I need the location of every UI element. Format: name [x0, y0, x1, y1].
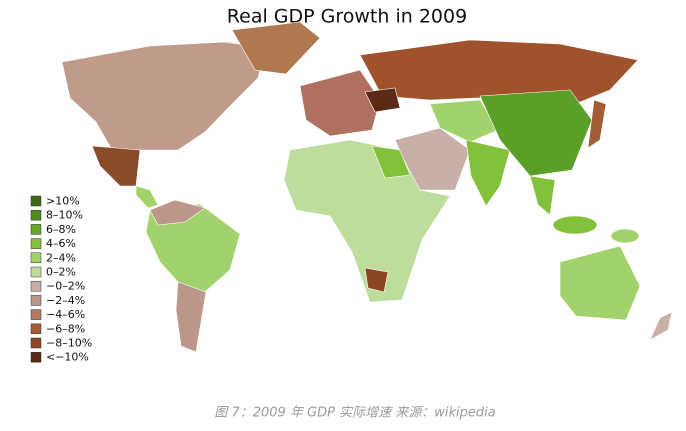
mexico — [91, 145, 141, 187]
central-asia — [429, 99, 499, 143]
venezuela-colombia — [149, 199, 206, 226]
legend-swatch — [30, 351, 42, 363]
legend-swatch — [30, 238, 42, 249]
legend: >10%8–10%6–8%4–6%2–4% 0–2%−0–2%−2–4%−4–6%… — [30, 195, 92, 364]
legend-label: >10% — [46, 195, 80, 208]
legend-label: −2–4% — [46, 294, 85, 307]
egypt-sudan — [371, 145, 411, 179]
china — [479, 89, 593, 177]
legend-label: −6–8% — [46, 322, 85, 335]
legend-swatch — [30, 224, 42, 235]
southeast-asia — [529, 175, 556, 216]
north-america — [61, 41, 266, 151]
legend-label: 6–8% — [46, 223, 76, 236]
legend-label: −0–2% — [46, 280, 85, 293]
legend-label: 4–6% — [46, 237, 76, 250]
legend-swatch — [30, 337, 42, 349]
legend-label: −8–10% — [46, 337, 92, 350]
legend-swatch — [30, 323, 42, 335]
papua — [610, 228, 640, 244]
countries — [61, 21, 673, 353]
legend-label: 8–10% — [46, 209, 83, 222]
indonesia — [552, 215, 598, 235]
legend-swatch — [30, 252, 42, 264]
botswana — [364, 267, 389, 293]
australia — [559, 245, 641, 321]
russia — [359, 39, 639, 103]
map-title: Real GDP Growth in 2009 — [227, 6, 467, 28]
new-zealand — [649, 311, 673, 341]
europe — [299, 69, 381, 137]
japan — [587, 99, 607, 149]
ukraine — [364, 87, 401, 113]
legend-swatch — [30, 280, 42, 292]
caption: 图 7：2009 年 GDP 实际增速 来源：wikipedia — [214, 405, 495, 421]
legend-swatch — [30, 309, 42, 320]
legend-swatch — [30, 195, 42, 207]
legend-swatch — [30, 295, 42, 306]
india — [465, 139, 511, 207]
legend-label: 0–2% — [46, 266, 76, 279]
legend-swatch — [30, 209, 42, 221]
legend-label: <−10% — [46, 351, 89, 364]
greenland — [231, 21, 321, 75]
legend-swatch — [30, 266, 42, 278]
legend-label: −4–6% — [46, 308, 85, 321]
central-america — [135, 185, 159, 209]
argentina — [175, 281, 207, 353]
legend-label: 2–4% — [46, 251, 76, 264]
